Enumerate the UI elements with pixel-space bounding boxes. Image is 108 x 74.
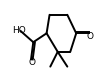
Text: O: O xyxy=(86,32,93,41)
Text: HO: HO xyxy=(12,26,26,35)
Text: O: O xyxy=(28,58,35,67)
